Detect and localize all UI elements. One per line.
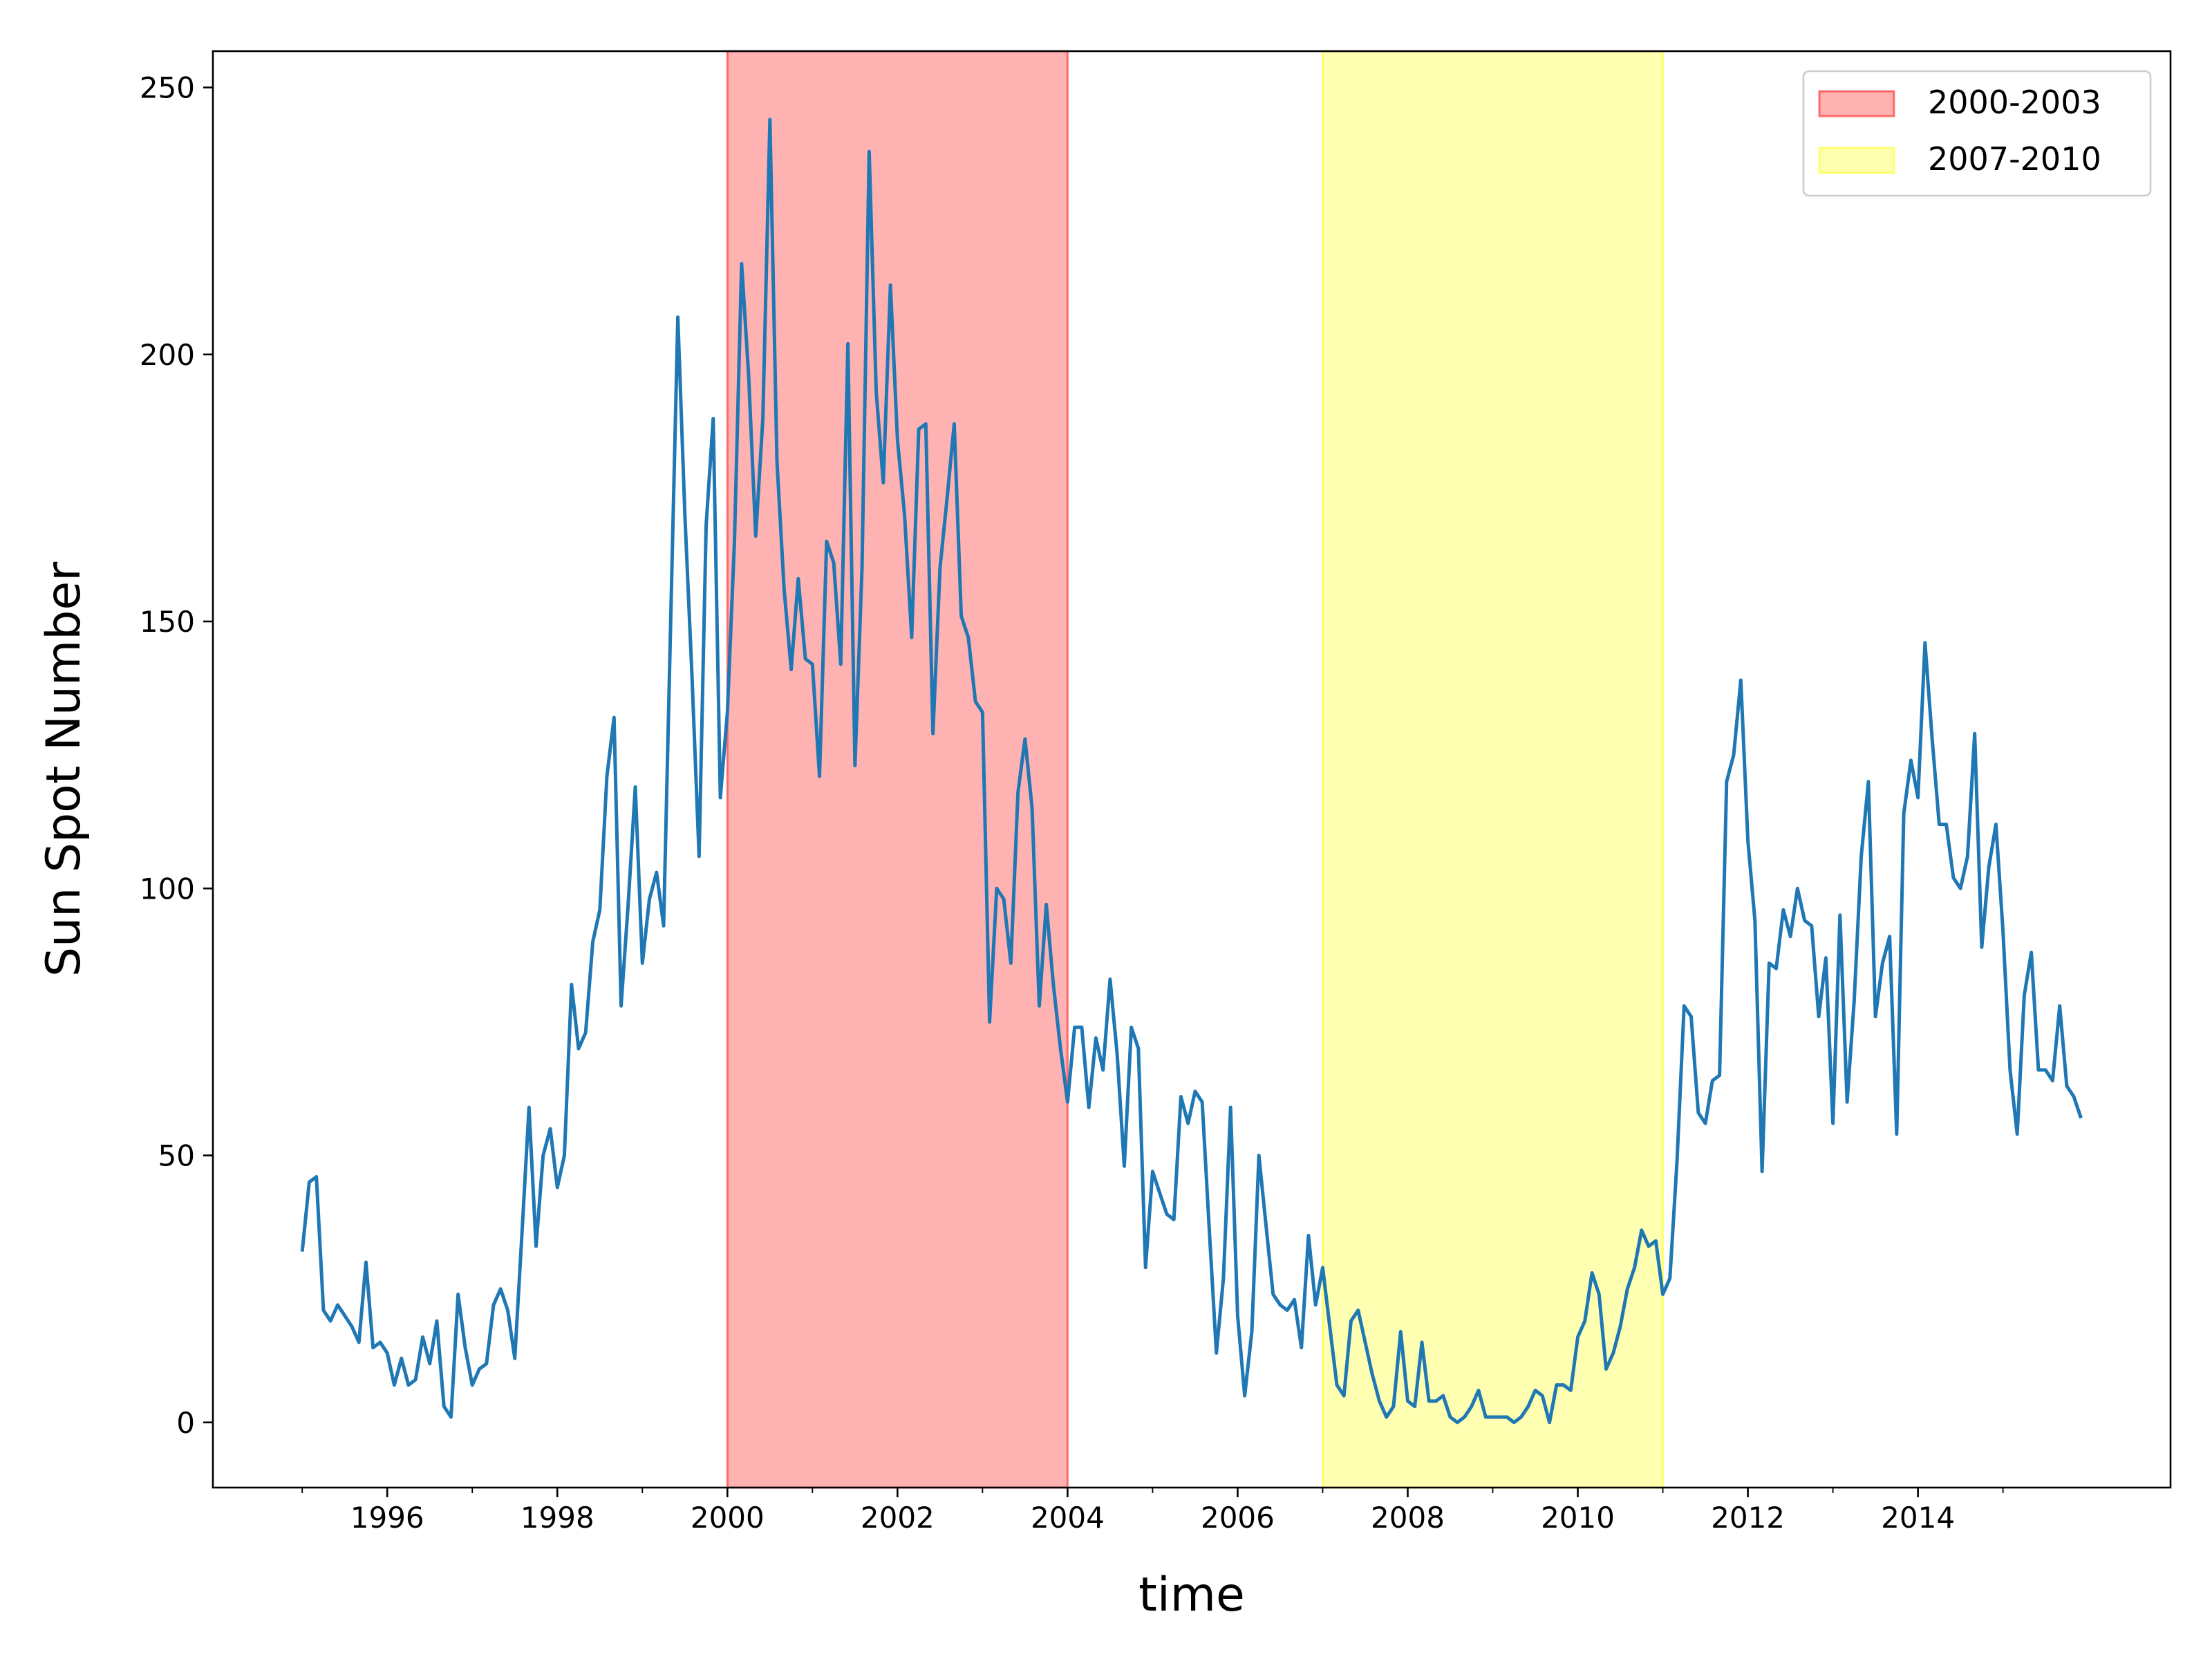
highlight-span [1321,50,1665,1489]
x-tick-label: 2010 [1541,1501,1615,1535]
x-tick-label: 2004 [1031,1501,1105,1535]
plot-frame [212,50,2172,1489]
y-tick-label: 250 [140,71,195,105]
x-tick-label: 2006 [1201,1501,1275,1535]
x-tick-label: 2012 [1711,1501,1785,1535]
y-tick-label: 100 [140,872,195,906]
x-tick-label: 2014 [1881,1501,1955,1535]
legend-swatch [1818,90,1895,118]
data-line [300,118,2083,1425]
x-tick-label: 2000 [691,1501,765,1535]
y-tick-label: 200 [140,338,195,372]
x-tick-label: 1998 [521,1501,594,1535]
x-axis-label: time [1138,1568,1245,1622]
legend-swatch [1818,147,1895,174]
y-tick-label: 50 [158,1139,195,1173]
y-tick-label: 150 [140,605,195,639]
legend-box [1802,70,2152,197]
legend-label: 2000-2003 [1928,84,2101,121]
y-tick-label: 0 [176,1406,195,1440]
x-tick-label: 2008 [1371,1501,1445,1535]
highlight-span [726,50,1069,1489]
x-tick-label: 2002 [861,1501,935,1535]
x-tick-label: 1996 [350,1501,424,1535]
y-axis-label: Sun Spot Number [37,562,91,977]
legend-label: 2007-2010 [1928,140,2101,178]
